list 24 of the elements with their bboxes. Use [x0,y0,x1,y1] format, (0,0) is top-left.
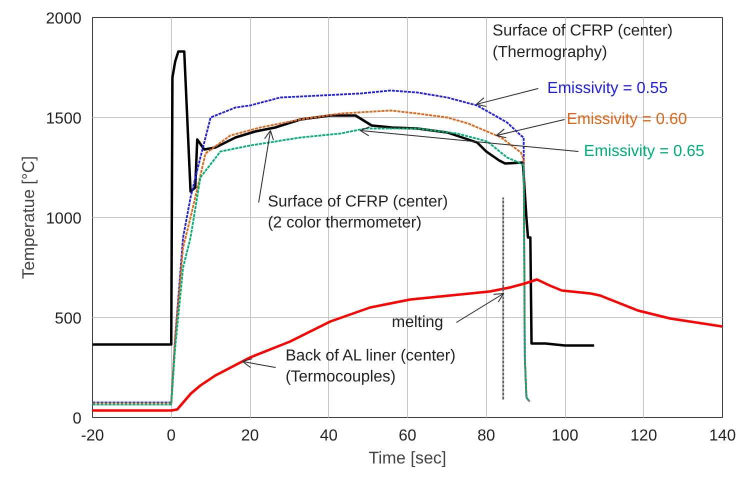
x-tick-label: 20 [241,428,259,444]
x-axis-title: Time [sec] [368,448,446,468]
annotation: Surface of CFRP (center) (2 color thermometer) [268,193,448,232]
annotation: melting [392,314,444,331]
x-tick-label: 0 [166,428,176,444]
annotation: Surface of CFRP (center) (Thermography) [492,22,673,61]
x-tick-label: 120 [630,428,658,444]
y-tick-label: 500 [54,310,82,328]
y-tick-label: 2000 [46,10,82,28]
x-tick-label: 140 [709,428,736,444]
y-axis-title: Temperatue [°C] [18,156,38,280]
line-series [92,278,722,412]
y-tick-label: 1500 [46,110,82,128]
x-tick-label: 40 [320,428,338,444]
x-tick-label: 80 [477,428,496,444]
y-tick-label: 0 [72,410,82,428]
x-tick-label: -20 [80,428,104,444]
x-tick-label: 60 [398,428,416,444]
text: Emissivity = 0.55 [547,80,668,97]
x-tick-label: 100 [552,428,578,444]
text: Emissivity = 0.60 [566,111,688,128]
y-tick-label: 1000 [46,210,82,228]
text: Emissivity = 0.65 [584,143,704,160]
annotation: Back of AL liner (center) (Termocouples) [285,347,456,386]
